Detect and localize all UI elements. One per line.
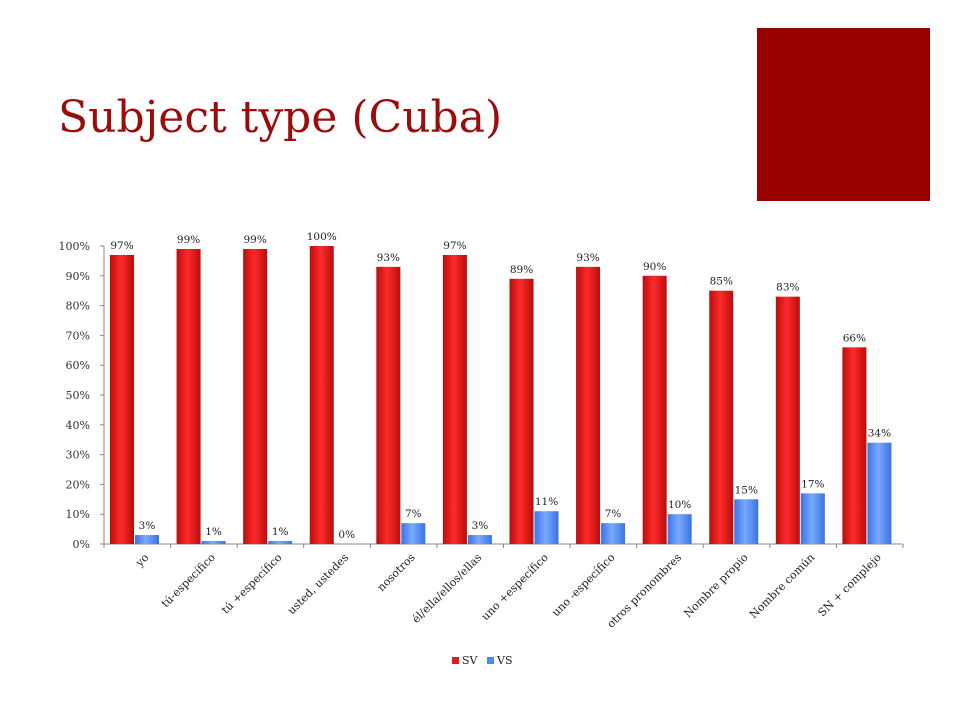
chart-bars bbox=[110, 246, 892, 545]
y-tick-label: 50% bbox=[66, 389, 90, 402]
bar-VS bbox=[135, 535, 159, 544]
legend-swatch-SV bbox=[452, 657, 459, 664]
data-label-VS: 7% bbox=[405, 508, 422, 520]
data-label-SV: 89% bbox=[510, 264, 533, 276]
y-tick-label: 70% bbox=[66, 329, 90, 342]
bar-SV bbox=[642, 275, 667, 544]
data-label-VS: 0% bbox=[338, 529, 355, 541]
data-label-VS: 1% bbox=[272, 526, 289, 538]
category-label: él/ella/ellos/ellas bbox=[410, 551, 485, 626]
data-label-SV: 93% bbox=[377, 252, 400, 264]
y-tick-label: 20% bbox=[66, 478, 90, 491]
category-label: yo bbox=[132, 551, 151, 570]
legend-swatch-VS bbox=[487, 657, 494, 664]
category-label: tú-específico bbox=[159, 551, 218, 610]
y-tick-label: 30% bbox=[66, 449, 90, 462]
y-tick-label: 0% bbox=[73, 538, 90, 551]
bar-SV bbox=[509, 278, 534, 544]
bar-VS bbox=[401, 523, 426, 544]
legend-label-VS: VS bbox=[496, 654, 512, 667]
data-label-SV: 85% bbox=[710, 276, 733, 288]
bar-VS bbox=[534, 511, 559, 544]
data-label-SV: 97% bbox=[443, 240, 466, 252]
data-label-SV: 90% bbox=[643, 261, 666, 273]
y-tick-label: 40% bbox=[66, 419, 90, 432]
data-label-VS: 11% bbox=[535, 496, 558, 508]
bar-VS bbox=[201, 541, 226, 544]
category-label: usted, ustedes bbox=[285, 551, 351, 617]
data-label-VS: 10% bbox=[668, 499, 691, 511]
bar-SV bbox=[842, 347, 867, 544]
bar-SV bbox=[176, 248, 201, 545]
slide-title: Subject type (Cuba) bbox=[58, 92, 503, 143]
y-tick-label: 90% bbox=[66, 270, 90, 283]
data-label-VS: 1% bbox=[205, 526, 222, 538]
legend-label-SV: SV bbox=[462, 654, 479, 667]
data-label-VS: 15% bbox=[735, 484, 758, 496]
data-label-SV: 97% bbox=[110, 240, 133, 252]
category-label: Nombre propio bbox=[681, 551, 751, 621]
y-tick-label: 100% bbox=[59, 240, 90, 253]
bar-VS bbox=[867, 442, 892, 544]
category-label: nosotros bbox=[375, 551, 418, 594]
category-label: uno -específico bbox=[549, 551, 618, 620]
bar-SV bbox=[709, 290, 734, 544]
bar-VS bbox=[800, 493, 825, 544]
bar-SV bbox=[775, 296, 800, 544]
y-tick-label: 80% bbox=[66, 300, 90, 313]
chart-data-labels: 97% 3% 99% 1% 99% 1% 100% 0% 93% 7% 97% 3% 89% 11% 93%… bbox=[110, 231, 891, 541]
category-label: uno +específico bbox=[479, 551, 551, 623]
chart-legend: SV VS bbox=[452, 654, 512, 667]
data-label-SV: 93% bbox=[576, 252, 599, 264]
category-label: SN + complejo bbox=[815, 551, 884, 620]
bar-SV bbox=[110, 254, 134, 544]
data-label-SV: 83% bbox=[776, 282, 799, 294]
data-label-SV: 99% bbox=[243, 234, 266, 246]
bar-VS bbox=[467, 535, 492, 544]
category-label: otros pronombres bbox=[604, 551, 684, 631]
data-label-VS: 34% bbox=[868, 428, 891, 440]
bar-SV bbox=[243, 248, 268, 545]
category-label: Nombre común bbox=[747, 551, 817, 621]
bar-VS bbox=[268, 541, 293, 544]
data-label-VS: 3% bbox=[139, 520, 156, 532]
y-tick-label: 10% bbox=[66, 508, 90, 521]
chart-axes: 0% 10% 20% 30% 40% 50% 60% 70% 80% 90% 100% bbox=[59, 240, 904, 551]
bar-SV bbox=[309, 246, 334, 544]
data-label-VS: 17% bbox=[801, 478, 824, 490]
data-label-VS: 3% bbox=[472, 520, 489, 532]
bar-SV bbox=[442, 254, 467, 544]
bar-VS bbox=[734, 499, 759, 544]
y-tick-label: 60% bbox=[66, 359, 90, 372]
category-label: tú +específico bbox=[219, 551, 285, 617]
bar-SV bbox=[576, 266, 601, 544]
data-label-SV: 100% bbox=[307, 231, 337, 243]
data-label-VS: 7% bbox=[605, 508, 622, 520]
chart-category-labels: yo tú-específico tú +específico usted, uste… bbox=[132, 551, 884, 631]
bar-VS bbox=[667, 514, 692, 544]
bar-SV bbox=[376, 266, 401, 544]
data-label-SV: 66% bbox=[843, 332, 866, 344]
accent-square bbox=[757, 28, 930, 201]
data-label-SV: 99% bbox=[177, 234, 200, 246]
bar-VS bbox=[601, 523, 626, 544]
